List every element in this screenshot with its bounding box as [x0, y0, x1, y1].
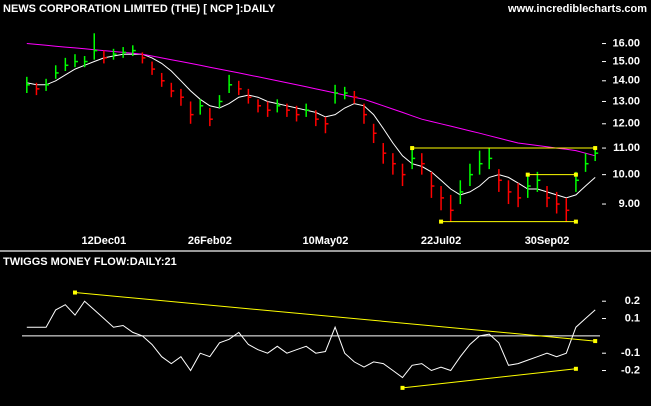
y-tick-label: 13.00: [612, 95, 640, 107]
y-tick-label: 15.00: [612, 55, 640, 67]
trend-end: [573, 366, 578, 371]
y-tick-label: 9.00: [619, 198, 640, 210]
y-tick-label: 11.00: [613, 142, 640, 154]
trend-end: [525, 172, 530, 177]
y-tick-label: 12.00: [612, 118, 640, 130]
y-tick-label: 0.2: [625, 295, 640, 307]
x-tick-label: 30Sep02: [525, 235, 570, 247]
y-tick-label: 14.00: [612, 75, 640, 87]
trend-line: [402, 368, 576, 389]
money-flow-line: [26, 300, 596, 379]
trend-end: [410, 146, 415, 151]
x-tick-label: 12Dec01: [82, 235, 127, 247]
chart-title: NEWS CORPORATION LIMITED (THE) [ NCP ]:D…: [3, 3, 276, 15]
trend-end: [72, 290, 77, 295]
y-tick-label: 0.1: [625, 312, 640, 324]
trend-end: [593, 339, 598, 344]
x-tick-label: 26Feb02: [188, 235, 232, 247]
trend-end: [439, 219, 444, 224]
moving-average: [26, 43, 596, 157]
moving-average: [26, 53, 596, 199]
source: www.incrediblecharts.com: [507, 3, 647, 15]
trend-end: [593, 146, 598, 151]
y-tick-label: -0.2: [621, 364, 640, 376]
trend-end: [400, 385, 405, 390]
trend-line: [74, 292, 596, 342]
y-tick-label: 16.00: [612, 37, 640, 49]
x-tick-label: 10May02: [303, 235, 349, 247]
indicator-title: TWIGGS MONEY FLOW:DAILY:21: [3, 256, 177, 268]
trend-end: [573, 219, 578, 224]
trend-end: [573, 172, 578, 177]
x-tick-label: 22Jul02: [421, 235, 461, 247]
y-tick-label: 10.00: [612, 169, 640, 181]
y-tick-label: -0.1: [621, 347, 640, 359]
